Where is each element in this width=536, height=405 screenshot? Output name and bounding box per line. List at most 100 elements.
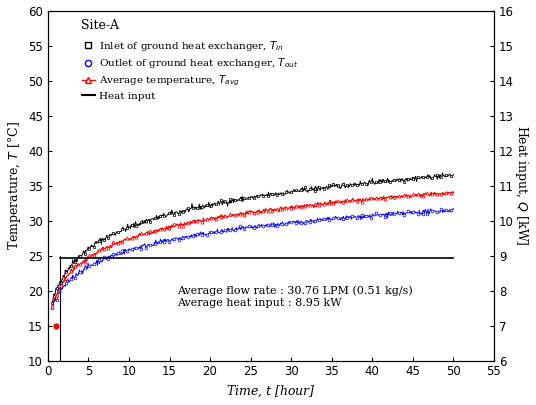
Point [442,171,450,178]
Point [287,189,295,196]
Point [334,182,343,188]
Point [109,251,117,257]
Point [169,221,178,228]
Point [343,215,352,222]
Point [409,209,418,215]
Point [212,215,220,222]
Point [48,305,56,311]
Point [57,279,65,286]
Point [282,220,291,227]
Point [433,172,441,179]
Point [113,229,122,235]
Point [353,214,361,221]
Point [376,178,385,185]
Point [310,217,319,224]
Point [395,193,404,199]
Point [329,181,338,187]
Point [306,201,314,208]
Point [390,177,399,183]
Point [339,215,347,222]
Point [179,209,188,215]
Point [132,245,140,251]
Point [151,241,159,248]
Point [235,196,244,203]
Point [104,234,113,241]
Point [99,254,108,260]
Point [174,237,183,244]
Point [62,269,70,275]
Point [155,239,164,245]
Text: Site-A: Site-A [81,19,120,32]
Point [353,198,361,204]
Point [259,222,267,229]
Point [174,223,183,229]
Point [404,193,413,199]
Point [193,218,202,224]
Point [244,208,253,215]
Point [104,245,113,251]
Point [310,201,319,208]
Point [230,227,239,234]
Point [198,218,206,225]
Point [137,245,145,252]
Point [188,205,197,211]
Point [296,220,305,226]
Point [99,245,108,252]
Point [128,246,136,253]
Point [301,184,309,190]
Point [324,182,333,189]
Point [446,207,455,213]
Point [85,263,94,269]
Point [193,231,202,237]
Point [179,234,188,241]
Point [428,191,436,198]
Point [85,252,94,258]
Point [85,246,94,253]
Point [137,219,145,226]
Legend: Inlet of ground heat exchanger, $T_{in}$, Outlet of ground heat exchanger, $T_{o: Inlet of ground heat exchanger, $T_{in}$… [82,38,298,101]
Point [306,186,314,192]
Point [66,276,75,283]
Point [76,253,84,259]
Point [235,223,244,229]
Point [240,195,249,201]
Point [418,210,427,217]
Point [48,303,56,310]
Point [57,283,65,290]
Point [249,209,258,216]
Point [296,187,305,193]
Point [53,297,61,303]
Point [390,211,399,217]
Point [104,256,113,262]
Point [385,178,394,185]
Point [123,235,131,241]
Point [217,214,225,220]
Y-axis label: Temperature, $T$ [°C]: Temperature, $T$ [°C] [5,121,23,250]
Point [329,215,338,222]
Point [376,212,385,218]
Point [414,191,422,198]
Point [221,227,230,233]
Point [71,262,80,269]
Point [446,190,455,197]
Point [113,249,122,256]
Point [76,261,84,268]
Point [207,228,215,235]
Point [132,234,140,241]
Point [146,242,155,249]
Point [155,226,164,232]
Point [362,196,370,202]
Point [310,188,319,194]
Point [404,176,413,182]
Point [62,274,70,281]
Point [184,205,192,211]
Point [367,179,375,185]
Point [362,213,370,219]
Point [320,200,329,207]
Point [94,247,103,254]
X-axis label: Time, $t$ [hour]: Time, $t$ [hour] [226,384,316,399]
Point [51,322,60,329]
Point [207,202,215,209]
Point [339,180,347,187]
Point [80,259,89,265]
